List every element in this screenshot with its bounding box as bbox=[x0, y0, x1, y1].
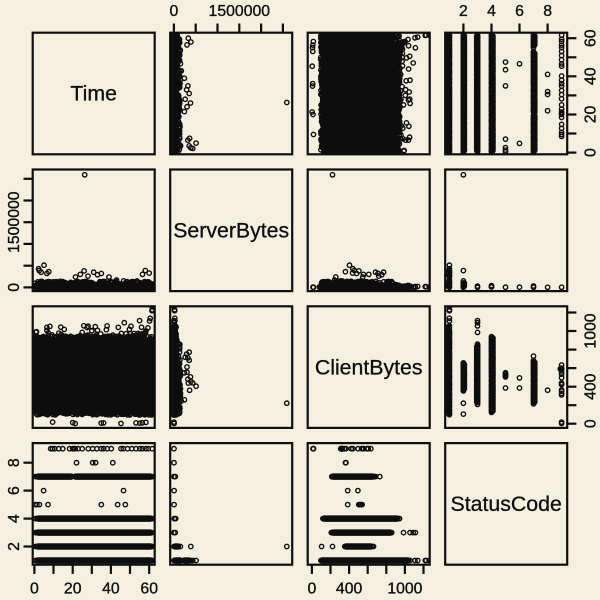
svg-text:0: 0 bbox=[6, 283, 23, 292]
svg-text:1500000: 1500000 bbox=[6, 191, 23, 253]
svg-text:0: 0 bbox=[30, 581, 39, 598]
svg-text:60: 60 bbox=[583, 29, 600, 47]
svg-text:8: 8 bbox=[6, 458, 23, 467]
svg-text:60: 60 bbox=[140, 581, 158, 598]
svg-text:StatusCode: StatusCode bbox=[451, 492, 562, 516]
svg-text:4: 4 bbox=[6, 514, 23, 523]
svg-text:2: 2 bbox=[459, 3, 468, 20]
svg-text:4: 4 bbox=[487, 3, 496, 20]
svg-text:6: 6 bbox=[6, 486, 23, 495]
svg-text:20: 20 bbox=[64, 581, 82, 598]
svg-text:400: 400 bbox=[583, 373, 600, 400]
svg-text:400: 400 bbox=[336, 581, 363, 598]
svg-text:8: 8 bbox=[543, 3, 552, 20]
svg-text:6: 6 bbox=[515, 3, 524, 20]
svg-text:Time: Time bbox=[70, 82, 117, 106]
svg-text:1000: 1000 bbox=[387, 581, 422, 598]
svg-text:0: 0 bbox=[583, 148, 600, 157]
svg-text:0: 0 bbox=[170, 3, 179, 20]
svg-text:2: 2 bbox=[6, 542, 23, 551]
svg-text:1000: 1000 bbox=[583, 313, 600, 348]
svg-text:20: 20 bbox=[583, 106, 600, 124]
svg-text:ServerBytes: ServerBytes bbox=[173, 219, 289, 243]
svg-text:0: 0 bbox=[308, 581, 317, 598]
svg-text:ClientBytes: ClientBytes bbox=[315, 355, 423, 379]
svg-text:40: 40 bbox=[102, 581, 120, 598]
svg-text:0: 0 bbox=[583, 419, 600, 428]
svg-text:40: 40 bbox=[583, 67, 600, 85]
svg-text:1500000: 1500000 bbox=[209, 3, 271, 20]
